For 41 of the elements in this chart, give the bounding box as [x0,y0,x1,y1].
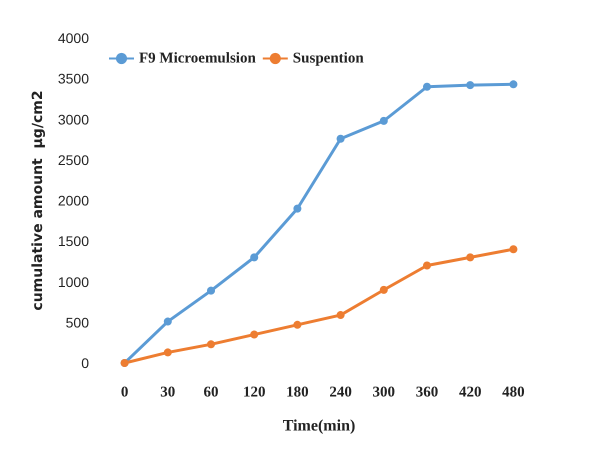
y-tick-label: 3500 [58,70,90,87]
point [164,318,172,326]
point [250,330,258,339]
x-tick-label: 240 [329,384,352,400]
y-axis-title: cumulative amount µg/cm2 [30,90,46,311]
point [423,82,431,91]
x-tick-label: 60 [204,384,218,400]
y-tick-label: 4000 [58,30,90,46]
y-tick-label: 1000 [58,274,90,290]
point [293,204,302,213]
x-tick-label: 180 [286,384,309,400]
x-tick-label: 120 [242,384,266,400]
legend-label: F9 Microemulsion [139,50,256,66]
point [336,134,345,143]
point [509,80,518,88]
point [380,116,388,125]
y-tick-label: 3000 [58,111,90,128]
point [466,253,474,262]
point [250,253,258,262]
y-tick-label: 1500 [58,233,90,250]
point [509,245,518,254]
x-tick-label: 420 [458,384,482,400]
x-tick-label: 30 [160,384,176,400]
x-axis-title: Time(min) [282,418,356,434]
y-tick-label: 2000 [58,192,90,208]
x-tick-label: 0 [120,384,128,400]
point [466,81,474,90]
y-tick-label: 0 [81,355,90,371]
x-tick-label: 360 [416,384,438,400]
y-tick-label: 500 [66,314,90,330]
point [207,340,215,348]
x-tick-label: 480 [502,384,525,400]
y-tick-label: 2500 [58,152,90,168]
point [164,348,172,356]
point [380,286,388,294]
point [293,320,302,329]
x-tick-label: 300 [372,384,396,400]
point [423,262,431,270]
point [336,311,345,320]
legend-label: Suspention [292,50,364,66]
point [207,286,215,295]
